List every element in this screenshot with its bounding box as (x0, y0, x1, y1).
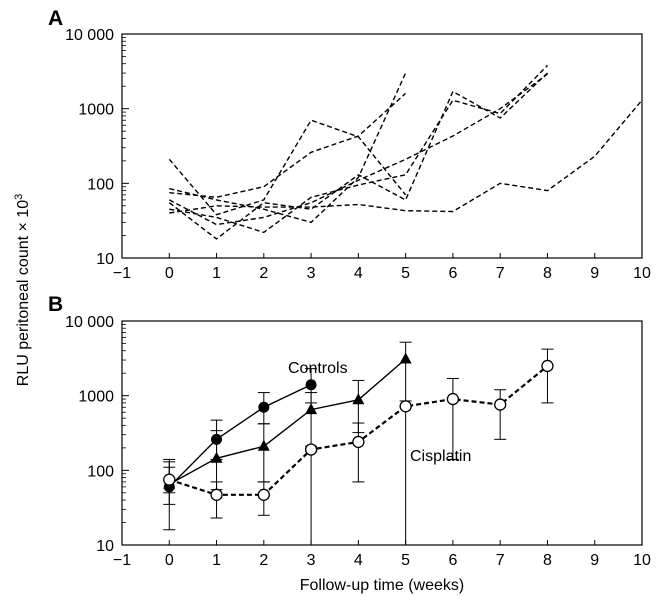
y-tick-label-b: 1000 (78, 389, 114, 406)
marker-open-circle-b-2 (210, 488, 223, 501)
plot-frame-b (121, 320, 643, 546)
x-tick-label-b: 7 (496, 552, 505, 569)
marker-triangle-b-1 (210, 451, 223, 463)
series-line-a-6 (169, 99, 643, 214)
plot-frame-a (121, 33, 643, 259)
y-tick-label-a: 10 000 (65, 27, 114, 44)
y-axis-title-text: RLU peritoneal count × 10 (15, 200, 32, 386)
marker-circle-b-0 (258, 401, 270, 413)
y-tick-label-a: 1000 (78, 102, 114, 119)
x-tick-label-a: 4 (354, 265, 363, 282)
series-line-a-1 (169, 72, 407, 224)
panel-b: B Controls Cisplatin −1 0 1 2 3 4 5 6 7 8 9 10 10 100… (48, 293, 651, 569)
x-tick-label-b: 8 (543, 552, 552, 569)
x-tick-label-b: 3 (307, 552, 316, 569)
x-tick-label-b: 0 (165, 552, 174, 569)
marker-open-circle-b-2 (399, 400, 412, 413)
x-tick-label-b: 4 (354, 552, 363, 569)
x-tick-label-a: 2 (259, 265, 268, 282)
x-tick-label-b: 6 (448, 552, 457, 569)
marker-open-circle-b-2 (257, 488, 270, 501)
series-line-a-2 (169, 92, 407, 199)
x-tick-label-a: 9 (590, 265, 599, 282)
x-tick-label-b: 9 (590, 552, 599, 569)
x-tick-label-a: 7 (496, 265, 505, 282)
y-tick-label-a: 10 (96, 251, 114, 268)
x-axis-title: Follow-up time (weeks) (300, 577, 464, 594)
y-tick-label-b: 10 (96, 538, 114, 555)
x-tick-label-b: 10 (633, 552, 651, 569)
marker-open-circle-b-2 (494, 398, 507, 411)
series-line-a-0 (168, 119, 407, 216)
x-tick-label-a: 6 (448, 265, 457, 282)
series-line-b-0 (168, 384, 312, 488)
x-tick-label-a: 10 (633, 265, 651, 282)
y-tick-label-b: 10 000 (65, 314, 114, 331)
x-tick-label-a: −1 (113, 265, 131, 282)
x-tick-label-b: −1 (113, 552, 131, 569)
marker-triangle-b-1 (352, 393, 365, 405)
marker-open-circle-b-2 (352, 435, 365, 449)
y-tick-label-a: 100 (87, 176, 114, 193)
marker-open-circle-b-2 (304, 443, 318, 456)
marker-open-circle-b-2 (163, 473, 176, 486)
series-line-a-4 (169, 64, 548, 234)
series-line-a-3 (168, 72, 548, 240)
x-tick-label-b: 1 (212, 552, 221, 569)
y-tick-label-b: 100 (87, 463, 114, 480)
x-tick-label-b: 5 (401, 552, 410, 569)
panel-label-b: B (48, 293, 63, 316)
x-tick-label-b: 2 (259, 552, 268, 569)
marker-triangle-b-1 (399, 352, 412, 364)
panel-label-a: A (48, 7, 63, 30)
x-tick-label-a: 1 (212, 265, 221, 282)
y-axis-title: RLU peritoneal count × 103 (13, 194, 32, 386)
marker-triangle-b-1 (257, 439, 270, 451)
y-axis-title-superscript: 3 (13, 194, 25, 200)
series-line-b-1 (168, 358, 407, 485)
x-tick-label-a: 0 (165, 265, 174, 282)
x-tick-label-a: 3 (307, 265, 316, 282)
annotation-controls: Controls (288, 360, 348, 377)
marker-triangle-b-1 (305, 403, 318, 415)
annotation-cisplatin: Cisplatin (410, 448, 471, 465)
marker-open-circle-b-2 (446, 392, 460, 406)
panel-a: A −1 0 1 2 3 4 5 6 7 8 9 10 10 100 1000 10 000 (48, 7, 651, 282)
marker-open-circle-b-2 (541, 359, 554, 373)
marker-circle-b-0 (305, 379, 317, 391)
series-line-a-5 (168, 73, 548, 226)
x-tick-label-a: 5 (401, 265, 410, 282)
x-tick-label-a: 8 (543, 265, 552, 282)
